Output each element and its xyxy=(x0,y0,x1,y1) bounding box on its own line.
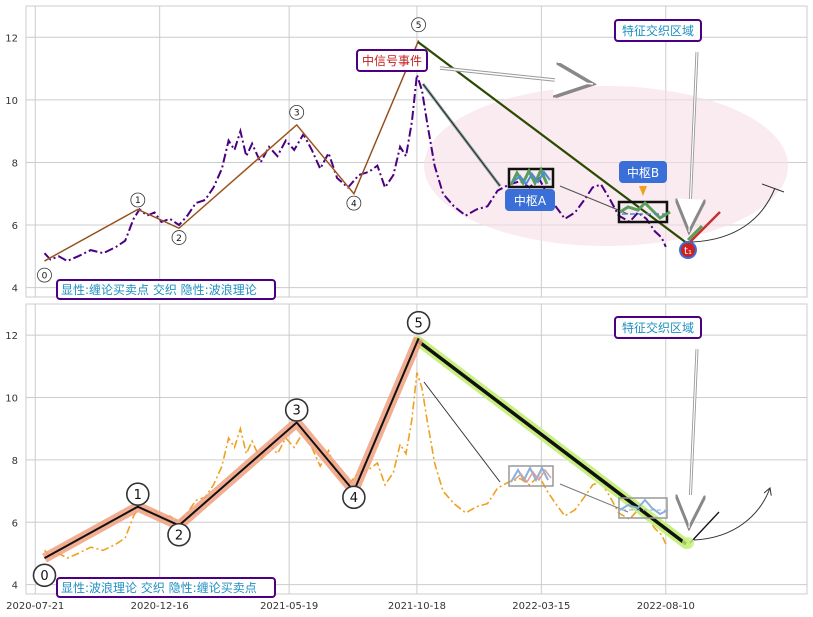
wave-marker-label: 2 xyxy=(176,234,182,244)
wave-marker-5 xyxy=(411,17,427,33)
wave-marker-label: 1 xyxy=(135,196,141,206)
wave-marker-4 xyxy=(346,195,362,211)
bottom-legend-text: 显性:波浪理论 交织 隐性:缠论买卖点 xyxy=(61,580,257,595)
y-tick-label: 4 xyxy=(12,581,18,592)
bottom-legend-box xyxy=(56,577,276,598)
bottom-feature-arrow-inner xyxy=(688,348,698,529)
y-tick-label: 12 xyxy=(5,331,18,342)
bottom-feature-label: 特征交织区域 xyxy=(622,320,694,335)
x-tick-label: 2021-05-19 xyxy=(260,601,318,612)
wave-marker-2 xyxy=(167,522,191,547)
top-chan-down-line xyxy=(417,41,689,245)
top-y-tick-labels: 4 6 8 10 12 xyxy=(5,33,18,294)
wave-marker-label: 2 xyxy=(175,528,183,543)
wave-marker-label: 5 xyxy=(414,316,422,331)
y-tick-label: 10 xyxy=(5,394,18,405)
bottom-y-tick-labels: 4 6 8 10 12 xyxy=(5,331,18,591)
bottom-curved-arrow xyxy=(693,488,770,541)
bottom-feature-label-box xyxy=(614,316,702,339)
bottom-down-line xyxy=(416,339,688,546)
x-tick-label: 2022-03-15 xyxy=(512,601,570,612)
top-feature-label-box xyxy=(614,19,702,42)
bottom-wave-line xyxy=(44,337,420,559)
y-tick-label: 8 xyxy=(12,456,18,467)
wave-marker-2 xyxy=(171,230,187,245)
event-label: 中信号事件 xyxy=(362,53,422,68)
bottom-zone-a-strokes xyxy=(510,465,549,483)
endpoint-label: t₁ xyxy=(684,246,692,257)
wave-marker-3 xyxy=(289,104,305,120)
bottom-zone-a-box xyxy=(508,465,554,487)
zone-b-strokes xyxy=(619,200,671,220)
zone-b-pointer xyxy=(639,186,647,196)
top-chan-segment-b xyxy=(559,185,629,215)
y-tick-label: 4 xyxy=(12,284,18,295)
x-tick-label: 2022-08-10 xyxy=(637,601,695,612)
event-label-box xyxy=(356,49,428,72)
bottom-chan-segment-b xyxy=(559,483,629,513)
wave-marker-0 xyxy=(32,563,57,588)
wave-marker-1 xyxy=(130,192,146,208)
y-tick-label: 6 xyxy=(12,221,18,232)
wave-marker-label: 4 xyxy=(351,199,357,209)
top-curved-arrow-head xyxy=(761,183,785,193)
zone-a-label: 中枢A xyxy=(514,193,547,208)
y-tick-label: 10 xyxy=(5,96,18,107)
top-curved-arrow xyxy=(691,187,776,243)
wave-marker-0 xyxy=(37,267,52,283)
top-wave-markers: 0 1 2 3 4 5 xyxy=(37,17,427,283)
top-legend-box xyxy=(56,279,276,300)
y-tick-label: 6 xyxy=(12,518,18,529)
bottom-zone-a-strokes-2 xyxy=(513,468,552,484)
wave-marker-label: 3 xyxy=(293,404,301,419)
zone-a-strokes-2 xyxy=(512,170,551,186)
wave-marker-1 xyxy=(126,482,150,507)
wave-marker-label: 0 xyxy=(40,569,48,584)
feature-zone-ellipse xyxy=(424,86,788,246)
wave-marker-label: 4 xyxy=(350,491,358,506)
bottom-chan-segment-a xyxy=(423,381,501,483)
wave-marker-5 xyxy=(406,310,431,335)
x-tick-label: 2021-10-18 xyxy=(388,601,446,612)
event-arrow-inner xyxy=(439,67,594,85)
top-legend-text: 显性:缠论买卖点 交织 隐性:波浪理论 xyxy=(61,282,257,297)
zone-a-strokes xyxy=(509,166,549,187)
wave-marker-4 xyxy=(342,485,366,510)
y-tick-label: 12 xyxy=(5,33,18,44)
x-tick-label: 2020-12-16 xyxy=(131,601,189,612)
wave-marker-label: 5 xyxy=(416,21,422,31)
endpoint-marker xyxy=(679,241,697,259)
zone-b-label-box xyxy=(619,161,667,183)
top-feature-label: 特征交织区域 xyxy=(622,23,694,38)
top-chan-segment-a-core xyxy=(422,83,501,187)
zone-a-label-box xyxy=(505,189,555,211)
y-tick-label: 8 xyxy=(12,158,18,169)
x-tick-label: 2020-07-21 xyxy=(6,601,64,612)
bottom-x-tick-labels: 2020-07-21 2020-12-16 2021-05-19 2021-10-18… xyxy=(6,601,695,612)
wave-marker-3 xyxy=(284,398,309,422)
top-feature-arrow-inner xyxy=(688,51,698,233)
wave-marker-label: 3 xyxy=(294,109,300,119)
top-price-line xyxy=(43,74,667,263)
wave-marker-label: 0 xyxy=(42,271,48,281)
zone-b-box xyxy=(617,200,669,224)
zone-a-box xyxy=(507,167,555,189)
zone-b-label: 中枢B xyxy=(627,165,659,180)
bottom-wave-markers: 0 1 2 3 4 5 xyxy=(32,310,431,588)
bottom-zone-b-strokes xyxy=(619,498,669,516)
bottom-endpoint-glow xyxy=(682,537,694,549)
top-wave-core-line xyxy=(44,40,419,262)
bottom-zone-b-box xyxy=(618,497,668,519)
wave-marker-label: 1 xyxy=(134,488,142,503)
